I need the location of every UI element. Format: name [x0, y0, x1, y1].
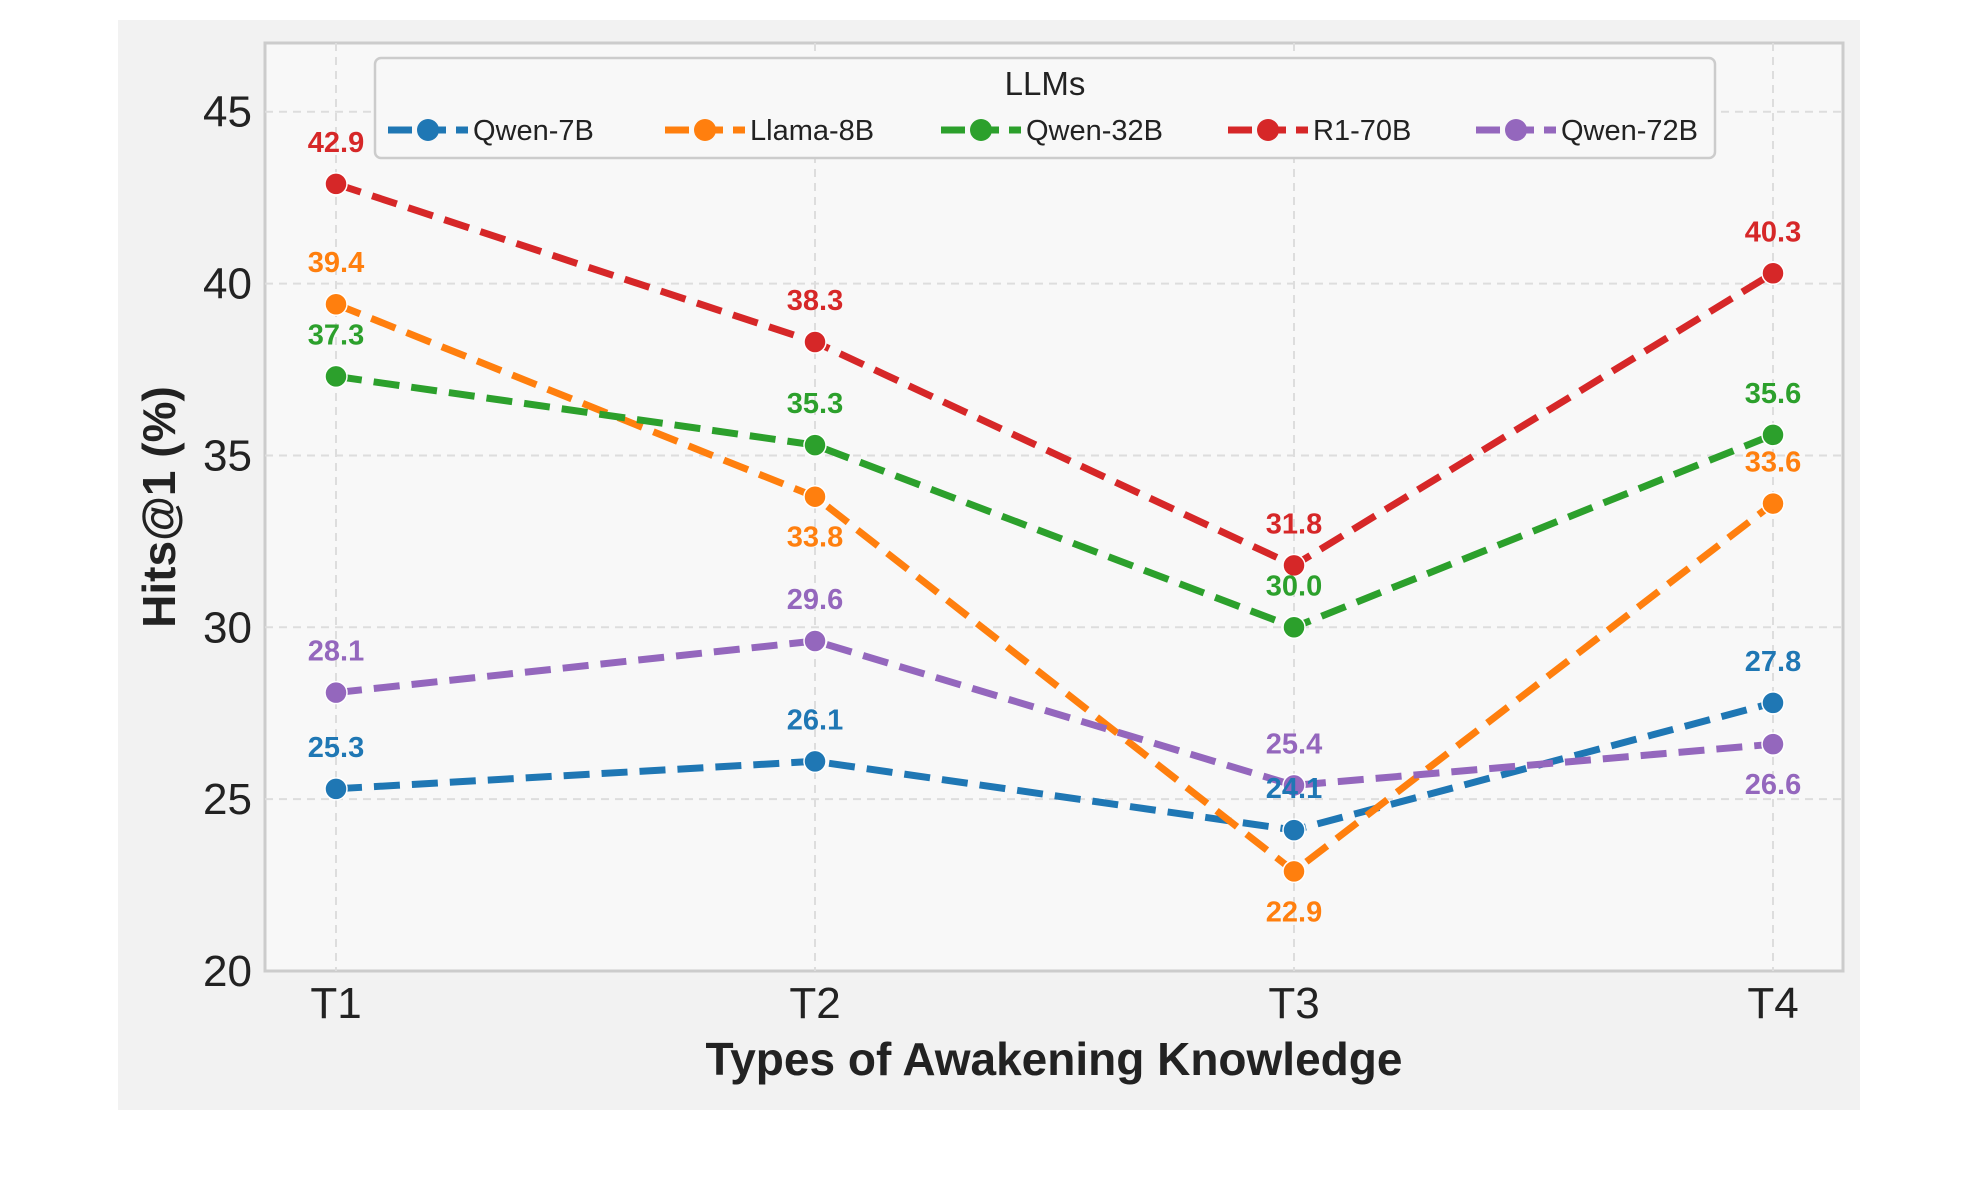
- data-label: 24.1: [1266, 773, 1322, 805]
- data-point-qwen-72b: [1761, 732, 1785, 756]
- legend-swatch-marker: [1257, 119, 1279, 141]
- data-point-r1-70b: [1761, 261, 1785, 286]
- data-point-qwen-7b: [324, 777, 348, 801]
- legend-label: Qwen-72B: [1561, 115, 1698, 147]
- data-label-layer: 25.3 26.1 24.1 27.8 39.4 33.8 22.9 33.6 37.3 35.3…: [308, 127, 1801, 928]
- data-label: 38.3: [787, 285, 843, 317]
- series-line-qwen-32b: [335, 372, 1775, 631]
- y-tick-label: 45: [203, 88, 252, 137]
- data-point-llama-8b: [1761, 491, 1785, 516]
- data-label: 35.3: [787, 388, 843, 420]
- data-point-r1-70b: [1282, 553, 1306, 578]
- data-label: 39.4: [308, 247, 364, 279]
- data-label: 40.3: [1745, 216, 1801, 248]
- data-point-qwen-7b: [1282, 818, 1306, 842]
- legend-label: Qwen-32B: [1026, 115, 1163, 147]
- x-tick-label: T1: [310, 979, 361, 1028]
- x-tick-label: T2: [789, 979, 840, 1028]
- series-layer: [324, 172, 1785, 884]
- y-axis-label: Hits@1 (%): [133, 386, 185, 628]
- legend-swatch-marker: [694, 119, 716, 141]
- data-label: 25.3: [308, 732, 364, 764]
- data-label: 25.4: [1266, 728, 1322, 760]
- data-point-qwen-32b: [803, 433, 827, 457]
- legend-swatch-marker: [970, 119, 992, 141]
- x-axis-label: Types of Awakening Knowledge: [706, 1033, 1403, 1085]
- y-tick-label: 30: [203, 603, 252, 652]
- legend-title: LLMs: [1005, 65, 1086, 102]
- legend-swatch-marker: [1505, 119, 1527, 141]
- y-tick-label: 20: [203, 947, 252, 996]
- data-label: 33.8: [787, 522, 843, 554]
- data-point-r1-70b: [803, 330, 827, 354]
- y-tick-label: 25: [203, 775, 252, 824]
- data-label: 30.0: [1266, 570, 1322, 602]
- data-point-qwen-72b: [1282, 773, 1306, 798]
- series-line-r1-70b: [334, 180, 1775, 569]
- x-tick-label: T3: [1268, 979, 1319, 1028]
- legend-label: Qwen-7B: [473, 115, 594, 147]
- axis-layer: 20 25 30 35 40 45 T1 T2 T3 T4 Types of Awakening K…: [133, 88, 1799, 1085]
- legend-label: Llama-8B: [750, 115, 874, 147]
- data-point-qwen-7b: [1761, 691, 1785, 715]
- data-label: 22.9: [1266, 896, 1322, 928]
- x-tick-label: T4: [1747, 979, 1798, 1028]
- data-point-qwen-32b: [1282, 615, 1306, 640]
- data-label: 37.3: [308, 319, 364, 351]
- data-point-qwen-72b: [803, 629, 827, 653]
- data-point-llama-8b: [803, 484, 827, 509]
- data-label: 31.8: [1266, 508, 1322, 540]
- series-line-llama-8b: [334, 300, 1776, 875]
- data-point-llama-8b: [1282, 859, 1306, 884]
- series-line-qwen-72b: [335, 637, 1774, 789]
- y-tick-label: 35: [203, 431, 252, 480]
- plot-area: [263, 41, 1845, 973]
- data-point-llama-8b: [324, 292, 348, 316]
- data-label: 28.1: [308, 636, 364, 668]
- legend-swatch-marker: [417, 119, 439, 141]
- data-point-qwen-7b: [803, 749, 827, 774]
- data-label: 29.6: [787, 584, 843, 616]
- legend-label: R1-70B: [1313, 115, 1411, 147]
- data-point-r1-70b: [324, 172, 348, 196]
- data-label: 26.6: [1745, 769, 1801, 801]
- y-tick-label: 40: [203, 260, 252, 309]
- data-label: 42.9: [308, 127, 364, 159]
- data-label: 26.1: [787, 704, 843, 736]
- data-point-qwen-72b: [324, 680, 348, 705]
- data-label: 35.6: [1745, 378, 1801, 410]
- data-point-qwen-32b: [1761, 423, 1785, 447]
- data-label: 27.8: [1745, 646, 1801, 678]
- data-label: 33.6: [1745, 447, 1801, 479]
- series-line-qwen-7b: [335, 699, 1774, 834]
- data-point-qwen-32b: [324, 364, 348, 389]
- legend: LLMs Qwen-7B Llama-8B Qwen-32B R1-70B Qwen-72…: [373, 56, 1717, 160]
